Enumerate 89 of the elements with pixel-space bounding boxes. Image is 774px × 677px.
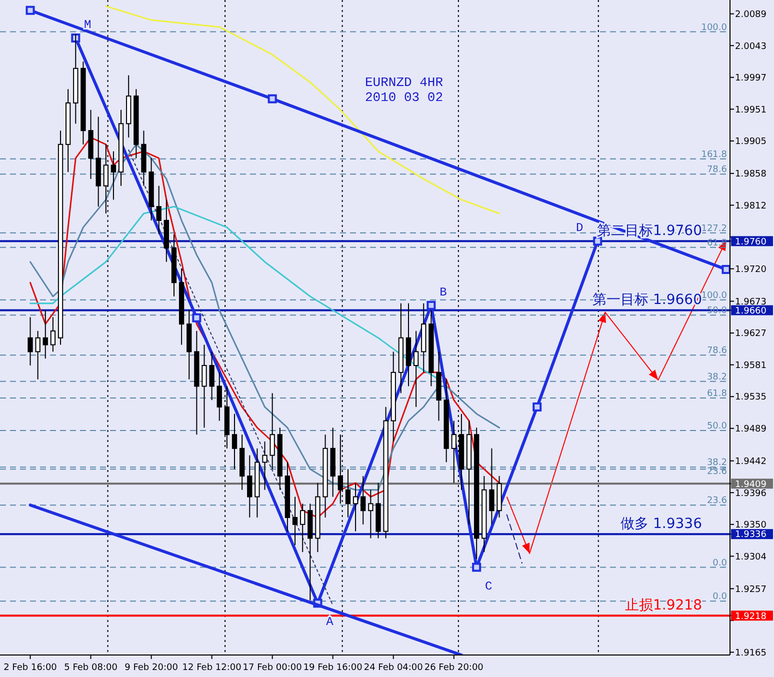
y-tick-label: 1.9535 bbox=[735, 392, 766, 403]
annotation: 38.2 bbox=[706, 372, 727, 382]
y-tick-label: 1.9336 bbox=[735, 530, 767, 540]
x-tick-label: 19 Feb 16:00 bbox=[303, 663, 363, 673]
x-tick-label: 26 Feb 20:00 bbox=[424, 663, 484, 673]
candlestick bbox=[35, 330, 40, 380]
y-tick-label: 1.9218 bbox=[735, 612, 767, 622]
annotation: 0.0 bbox=[712, 558, 728, 568]
y-tick-label: 1.9858 bbox=[735, 170, 767, 180]
candlestick bbox=[451, 420, 456, 484]
point bbox=[192, 313, 202, 322]
point bbox=[26, 6, 35, 15]
candlestick bbox=[216, 372, 222, 422]
y-tick-label: 1.9257 bbox=[735, 584, 766, 595]
y-tick-label: 2.0043 bbox=[735, 42, 766, 52]
point bbox=[426, 300, 436, 310]
candlestick bbox=[489, 448, 494, 525]
y-tick-label: 1.9304 bbox=[735, 552, 767, 562]
x-tick-label: 2 Feb 16:00 bbox=[4, 663, 58, 673]
candlestick bbox=[42, 310, 48, 360]
y-tick-label: 1.9905 bbox=[735, 137, 766, 148]
y-tick-label: 1.9442 bbox=[735, 457, 766, 467]
candlestick bbox=[232, 413, 238, 470]
candlestick bbox=[156, 185, 162, 235]
candlestick bbox=[300, 503, 306, 553]
candlestick bbox=[368, 489, 374, 539]
y-tick-label: 1.9581 bbox=[735, 360, 766, 371]
y-tick-label: 1.9350 bbox=[735, 520, 767, 531]
candlestick bbox=[360, 476, 366, 525]
annotation: 78.6 bbox=[706, 346, 728, 356]
candlestick bbox=[110, 150, 116, 200]
annotation: D bbox=[576, 221, 584, 236]
y-tick-label: 1.9997 bbox=[735, 74, 766, 84]
point bbox=[722, 264, 730, 274]
point bbox=[532, 402, 542, 412]
annotation: M bbox=[84, 18, 92, 32]
candlestick bbox=[345, 468, 351, 518]
candlestick bbox=[202, 344, 207, 428]
annotation: 23.6 bbox=[706, 467, 728, 478]
y-tick-label: 1.9760 bbox=[735, 237, 767, 248]
annotation: 161.8 bbox=[701, 150, 728, 160]
candlestick bbox=[352, 482, 358, 532]
y-tick-label: 1.9951 bbox=[735, 105, 766, 116]
candlestick bbox=[28, 316, 33, 366]
candlestick bbox=[270, 392, 275, 470]
annotation: B bbox=[440, 285, 447, 300]
candlestick bbox=[209, 351, 214, 401]
ref-line-label: 止损1.9218 bbox=[625, 598, 702, 614]
ref-line-label: 做多 1.9336 bbox=[620, 516, 702, 532]
annotation: 78.6 bbox=[706, 165, 728, 176]
annotation: 100.0 bbox=[701, 22, 728, 33]
annotation: 100.0 bbox=[701, 290, 728, 301]
x-tick-label: 9 Feb 20:00 bbox=[124, 663, 178, 673]
text: EURNZD 4HR bbox=[365, 75, 444, 90]
line-series bbox=[105, 5, 500, 214]
candlestick bbox=[262, 441, 268, 490]
y-tick-label: 1.9660 bbox=[735, 306, 767, 316]
candlestick bbox=[413, 330, 419, 408]
point bbox=[268, 94, 277, 104]
y-tick-label: 1.9489 bbox=[735, 424, 767, 435]
annotation: 38.2 bbox=[706, 458, 727, 468]
y-tick-label: 2.0089 bbox=[735, 10, 767, 20]
y-tick-label: 1.9720 bbox=[735, 264, 767, 275]
y-tick-label: 1.9627 bbox=[735, 329, 766, 340]
y-tick-label: 1.9812 bbox=[735, 201, 766, 212]
point bbox=[472, 562, 482, 572]
annotation: 23.6 bbox=[706, 496, 728, 506]
y-tick-label: 1.9409 bbox=[735, 480, 767, 490]
y-tick-label: 1.9396 bbox=[735, 488, 767, 499]
x-tick-label: 24 Feb 04:00 bbox=[364, 663, 424, 673]
x-tick-label: 5 Feb 08:00 bbox=[64, 663, 118, 673]
annotation: A bbox=[326, 615, 334, 630]
annotation: 61.8 bbox=[706, 388, 728, 399]
candlestick bbox=[338, 434, 343, 504]
annotation: 50.0 bbox=[706, 306, 728, 316]
candlestick bbox=[50, 316, 56, 352]
annotation: 0.0 bbox=[712, 592, 728, 602]
x-tick-label: 17 Feb 00:00 bbox=[242, 663, 302, 673]
y-tick-label: 1.9165 bbox=[735, 648, 766, 658]
point bbox=[593, 236, 602, 246]
annotation: 127.2 bbox=[701, 224, 727, 234]
candlestick bbox=[247, 454, 252, 518]
candlestick bbox=[103, 144, 108, 214]
candlestick bbox=[292, 496, 298, 546]
x-tick-label: 12 Feb 12:00 bbox=[182, 663, 242, 673]
annotation: 50.0 bbox=[706, 421, 728, 432]
text: 2010 03 02 bbox=[365, 90, 444, 105]
y-tick-label: 1.9673 bbox=[735, 297, 766, 308]
annotation: C bbox=[484, 579, 492, 594]
